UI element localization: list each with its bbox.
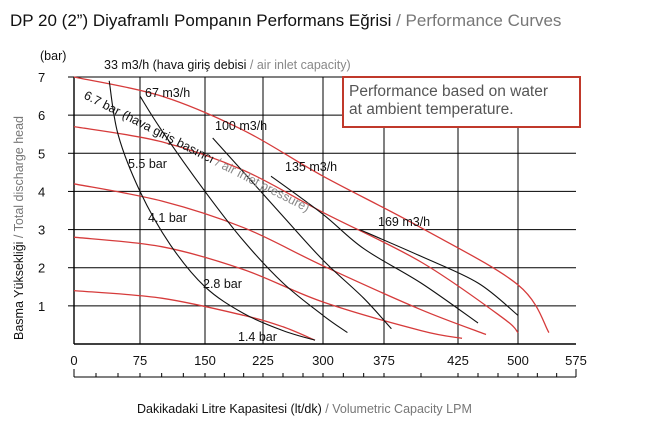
air-curve-3: [212, 137, 392, 330]
x-tick-label-500: 500: [507, 353, 529, 368]
label-33-m3h-tr: 33 m3/h (hava giriş debisi: [104, 58, 246, 72]
x-axis-title: Dakikadaki Litre Kapasitesi (lt/dk) / Vo…: [137, 402, 472, 416]
x-tick-label-0: 0: [70, 353, 77, 368]
label-33-m3h-en: air inlet capacity): [257, 58, 351, 72]
label-67-m3h: 67 m3/h: [145, 86, 190, 100]
x-tick-label-300: 300: [312, 353, 334, 368]
label-169-m3h: 169 m3/h: [378, 215, 430, 229]
pressure-curve-4: [73, 236, 463, 339]
x-tick-label-425: 425: [447, 353, 469, 368]
label-33-m3h: 33 m3/h (hava giriş debisi / air inlet c…: [104, 58, 351, 72]
axis-ticks: 1 2 3 4 5 6 7 0 75 150 225 300 375 425 500 575: [38, 70, 587, 378]
curves: [73, 76, 550, 341]
y-axis-title-en: Total discharge head: [12, 116, 26, 231]
y-tick-label-6: 6: [38, 108, 45, 123]
label-100-m3h: 100 m3/h: [215, 119, 267, 133]
x-tick-label-375: 375: [373, 353, 395, 368]
x-tick-label-575: 575: [565, 353, 587, 368]
x-axis-title-en: Volumetric Capacity LPM: [332, 402, 472, 416]
x-tick-label-225: 225: [252, 353, 274, 368]
pressure-curve-1: [73, 76, 550, 333]
note-line-1: Performance based on water: [349, 83, 548, 100]
y-tick-label-2: 2: [38, 261, 45, 276]
y-axis-title: Basma Yüksekliği / Total discharge head: [12, 116, 26, 340]
y-unit-label: (bar): [40, 49, 66, 63]
x-tick-label-150: 150: [194, 353, 216, 368]
y-axis-title-sep: /: [12, 231, 26, 241]
pressure-curve-5: [73, 289, 316, 341]
label-33-m3h-sep: /: [246, 58, 256, 72]
chart-title: DP 20 (2”) Diyaframlı Pompanın Performan…: [10, 11, 561, 30]
x-axis-title-tr: Dakikadaki Litre Kapasitesi (lt/dk): [137, 402, 322, 416]
air-curve-2: [139, 95, 348, 334]
label-135-m3h: 135 m3/h: [285, 160, 337, 174]
y-tick-label-3: 3: [38, 223, 45, 238]
air-curve-4: [270, 175, 479, 324]
x-tick-label-75: 75: [133, 353, 147, 368]
label-2-8-bar: 2.8 bar: [203, 277, 242, 291]
title-en: Performance Curves: [406, 11, 562, 30]
label-5-5-bar: 5.5 bar: [128, 157, 167, 171]
x-axis-title-sep: /: [322, 402, 332, 416]
title-tr: DP 20 (2”) Diyaframlı Pompanın Performan…: [10, 11, 391, 30]
y-tick-label-7: 7: [38, 70, 45, 85]
y-axis-title-tr: Basma Yüksekliği: [12, 242, 26, 340]
y-tick-label-1: 1: [38, 299, 45, 314]
y-tick-label-4: 4: [38, 184, 45, 199]
note-line-2: at ambient temperature.: [349, 101, 514, 118]
air-curve-5: [359, 229, 519, 316]
label-6-7-bar-value: 6.7 bar: [82, 88, 123, 118]
pressure-curve-2: [73, 125, 519, 334]
note-box: Performance based on water at ambient te…: [342, 76, 581, 128]
pressure-curve-3: [73, 183, 487, 336]
label-1-4-bar: 1.4 bar: [238, 330, 277, 344]
label-4-1-bar: 4.1 bar: [148, 211, 187, 225]
note-border: [342, 76, 581, 128]
y-tick-label-5: 5: [38, 146, 45, 161]
air-curve-1: [108, 80, 316, 341]
label-6-7-bar: 6.7 bar(hava giriş basıncı / air inlet p…: [82, 88, 312, 215]
title-separator: /: [391, 11, 405, 30]
